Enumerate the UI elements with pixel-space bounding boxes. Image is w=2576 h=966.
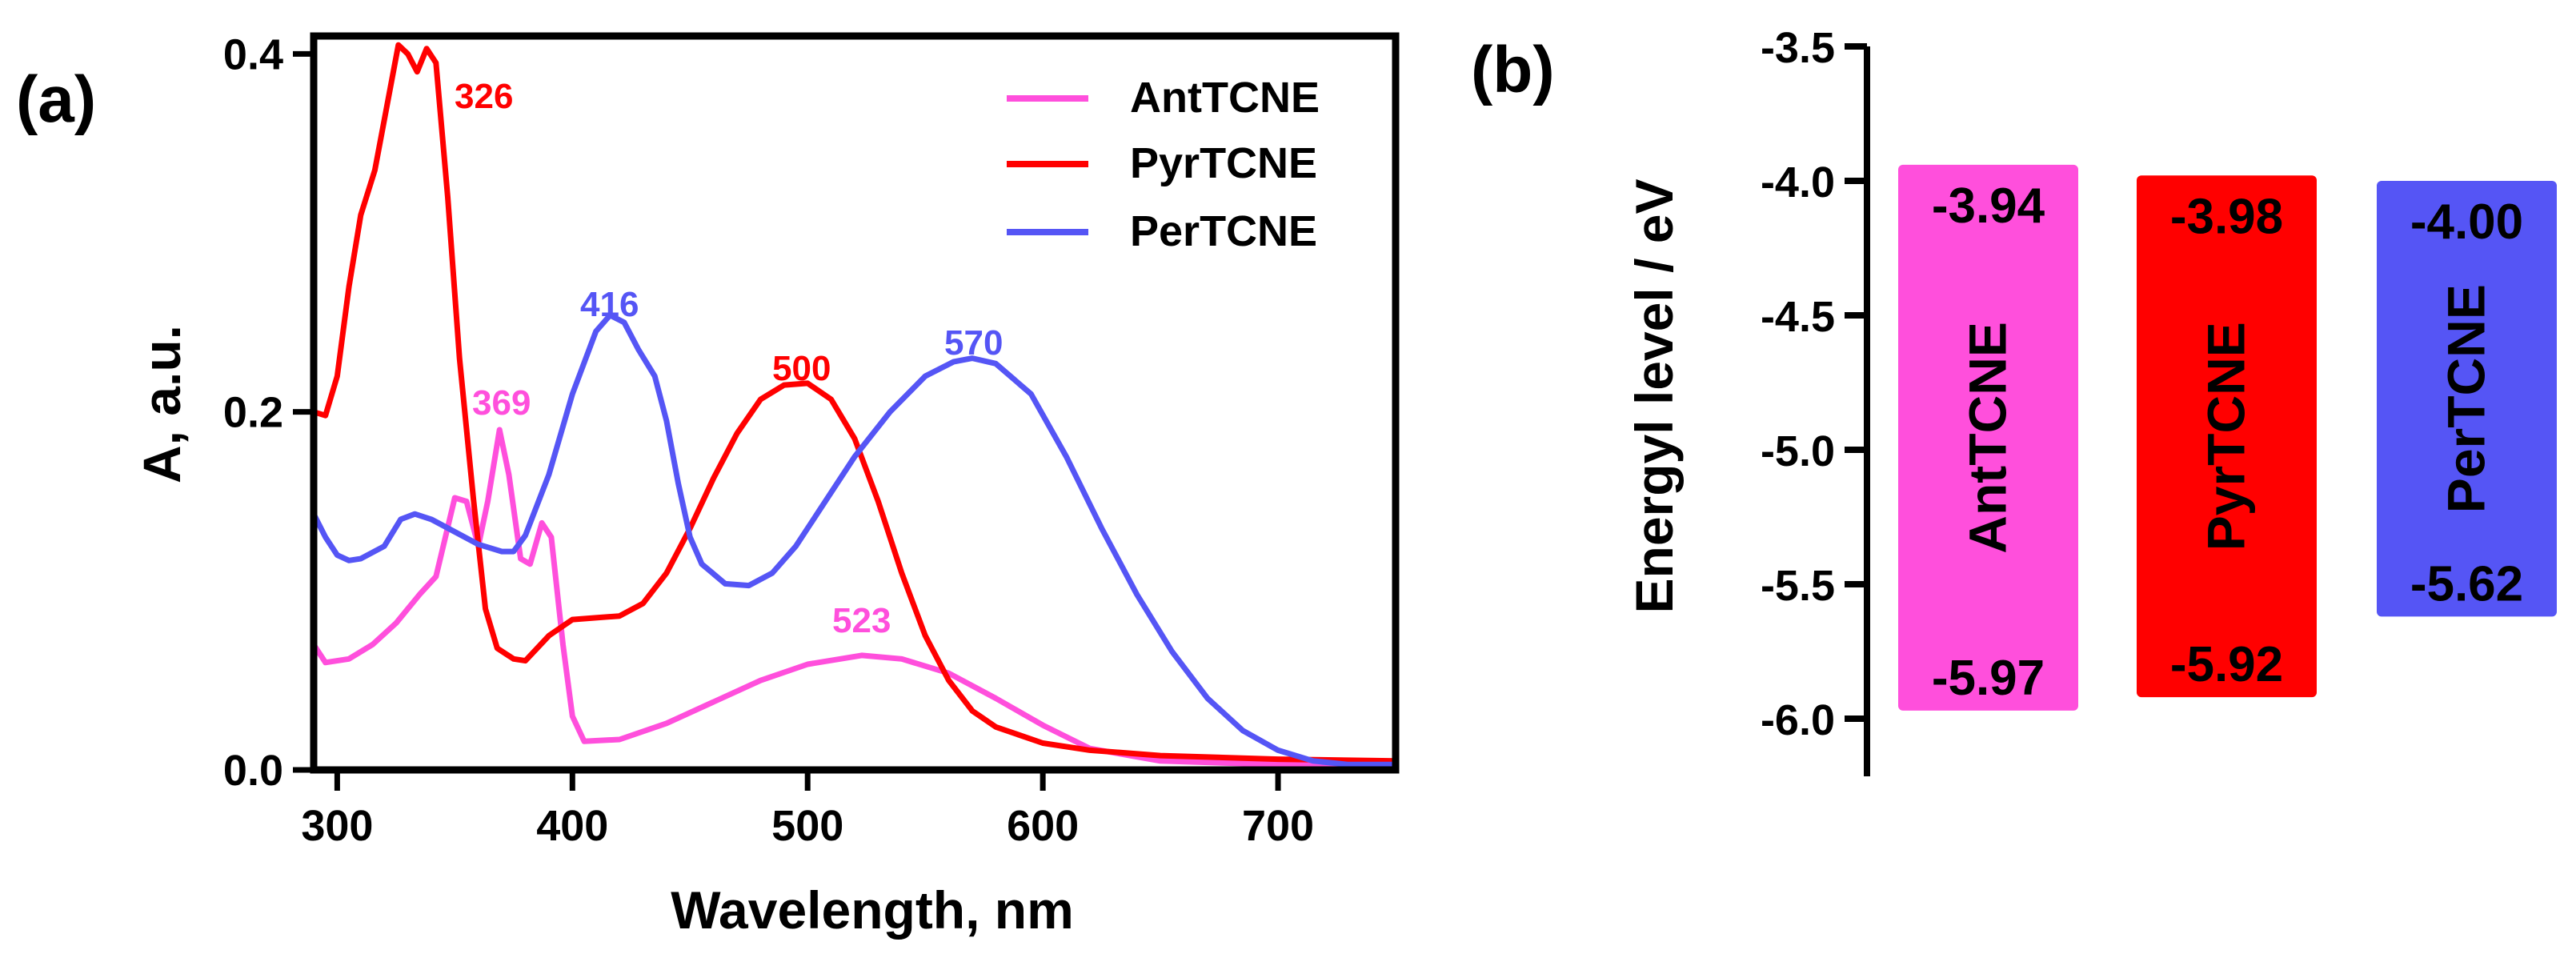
energy-tick-label: -4.5 xyxy=(1761,293,1835,341)
x-axis-title: Wavelength, nm xyxy=(671,880,1074,940)
x-tick-label: 700 xyxy=(1242,802,1314,850)
energy-bar-pyrtcne xyxy=(2137,175,2317,698)
y-axis-ticks: 0.0 0.2 0.4 xyxy=(223,30,310,795)
energy-bar-anttcne xyxy=(1898,164,2078,711)
peak-label-369: 369 xyxy=(472,383,531,423)
peak-label-326: 326 xyxy=(455,77,513,116)
lumo-label-pertcne: -4.00 xyxy=(2410,194,2523,250)
energy-tick-label: -6.0 xyxy=(1761,696,1835,744)
lumo-label-pyrtcne: -3.98 xyxy=(2170,189,2283,244)
energy-bars: -3.94 -5.97 AntTCNE -3.98 -5.92 PyrTCNE -4.00 -… xyxy=(1898,164,2557,711)
x-tick-label: 300 xyxy=(301,802,373,850)
absorption-chart: 300 400 500 600 700 0.0 0.2 0.4 Wavelength, nm… xyxy=(132,30,1400,940)
series-line-pertcne xyxy=(310,312,1399,768)
series-line-pyrtcne xyxy=(310,42,1399,764)
bar-name-pertcne: PerTCNE xyxy=(2437,284,2496,513)
y-axis-title: A, a.u. xyxy=(132,325,191,483)
energy-bar-pertcne xyxy=(2377,181,2557,617)
homo-label-pertcne: -5.62 xyxy=(2410,556,2523,611)
peak-label-416: 416 xyxy=(580,285,639,324)
homo-label-anttcne: -5.97 xyxy=(1932,651,2045,706)
energy-tick-label: -3.5 xyxy=(1761,24,1835,72)
legend-label-pyrtcne: PyrTCNE xyxy=(1130,139,1317,187)
energy-axis-ticks: -3.5 -4.0 -4.5 -5.0 -5.5 -6.0 xyxy=(1761,24,1867,744)
x-tick-label: 600 xyxy=(1007,802,1079,850)
peak-label-570: 570 xyxy=(944,323,1003,363)
energy-level-chart: -3.94 -5.97 AntTCNE -3.98 -5.92 PyrTCNE -4.00 -… xyxy=(1625,24,2557,776)
bar-name-pyrtcne: PyrTCNE xyxy=(2197,322,2256,551)
panel-label-a: (a) xyxy=(16,63,96,136)
panel-label-b: (b) xyxy=(1471,34,1555,106)
series-line-anttcne xyxy=(310,427,1399,768)
y-tick-label: 0.2 xyxy=(223,389,283,437)
legend: AntTCNE PyrTCNE PerTCNE xyxy=(1007,74,1320,255)
bar-name-anttcne: AntTCNE xyxy=(1958,322,2017,554)
peak-annotations: 326 369 416 500 570 523 xyxy=(455,77,1003,640)
x-tick-label: 400 xyxy=(536,802,608,850)
peak-label-523: 523 xyxy=(832,601,891,640)
legend-label-pertcne: PerTCNE xyxy=(1130,207,1317,255)
lumo-label-anttcne: -3.94 xyxy=(1932,178,2045,234)
plot-frame xyxy=(310,32,1400,774)
x-tick-label: 500 xyxy=(771,802,843,850)
energy-axis-title: Energyl level / eV xyxy=(1625,179,1684,614)
energy-tick-label: -5.5 xyxy=(1761,562,1835,610)
energy-tick-label: -5.0 xyxy=(1761,427,1835,475)
absorption-series-lines xyxy=(310,42,1399,768)
homo-label-pyrtcne: -5.92 xyxy=(2170,637,2283,692)
energy-tick-label: -4.0 xyxy=(1761,158,1835,206)
y-tick-label: 0.0 xyxy=(223,747,283,795)
x-axis-ticks: 300 400 500 600 700 xyxy=(301,773,1314,850)
y-tick-label: 0.4 xyxy=(223,30,283,78)
peak-label-500: 500 xyxy=(772,349,831,388)
legend-label-anttcne: AntTCNE xyxy=(1130,74,1320,122)
